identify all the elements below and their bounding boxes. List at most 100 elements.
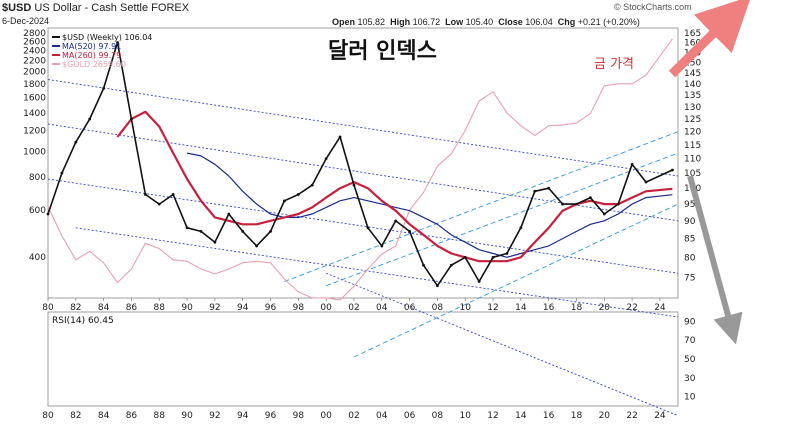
rsi-y-tick-label: 10 (684, 393, 696, 403)
y-left-tick-label: 2400 (23, 47, 46, 57)
low-label: Low (445, 17, 464, 27)
rsi-x-tick-label: 08 (432, 411, 444, 421)
symbol-name: US Dollar - Cash Settle FOREX (34, 2, 190, 14)
gold-annotation: 금 가격 (594, 57, 635, 72)
y-right-tick-label: 75 (684, 273, 695, 283)
y-left-tick-label: 2200 (23, 57, 46, 67)
usd-point (505, 252, 509, 255)
usd-point (338, 135, 342, 139)
usd-point (213, 240, 217, 244)
rsi-x-tick-label: 80 (42, 411, 54, 421)
rsi-x-tick-label: 12 (487, 411, 498, 421)
y-right-tick-label: 165 (684, 29, 701, 39)
usd-point (547, 186, 551, 190)
x-tick-label: 20 (599, 303, 611, 313)
y-left-tick-label: 1200 (23, 126, 46, 136)
y-left-tick-label: 600 (29, 206, 46, 216)
y-left-tick-label: 400 (29, 253, 46, 263)
usd-point (408, 229, 411, 233)
rsi-x-tick-label: 14 (515, 411, 527, 421)
usd-point (575, 202, 578, 206)
y-right-tick-label: 160 (684, 39, 701, 49)
rsi-x-tick-label: 02 (348, 411, 359, 421)
x-tick-label: 22 (626, 303, 637, 313)
symbol-header: $USD US Dollar - Cash Settle FOREX (2, 2, 189, 14)
usd-point (630, 162, 634, 166)
rsi-x-tick-label: 10 (459, 411, 471, 421)
usd-point (88, 117, 92, 121)
x-tick-label: 82 (70, 303, 81, 313)
y-left-tick-label: 1600 (23, 93, 46, 103)
usd-point (296, 193, 300, 196)
usd-point (199, 229, 203, 233)
down-arrow (687, 175, 743, 345)
usd-point (463, 255, 467, 259)
x-tick-label: 14 (515, 303, 527, 313)
rsi-x-tick-label: 06 (404, 411, 416, 421)
usd-point (310, 183, 314, 187)
channel-line (325, 272, 679, 417)
rsi-x-tick-label: 94 (237, 411, 249, 421)
x-tick-label: 98 (293, 303, 305, 313)
x-tick-label: 04 (376, 303, 388, 313)
usd-point (157, 202, 161, 206)
usd-point (255, 244, 259, 248)
ohlc-readout: Open 105.82 High 106.72 Low 105.40 Close… (332, 17, 640, 27)
y-right-tick-label: 95 (684, 200, 695, 210)
y-right-tick-label: 140 (684, 80, 701, 90)
high-label: High (390, 17, 411, 27)
x-tick-label: 16 (543, 303, 555, 313)
usd-point (422, 263, 425, 267)
rsi-x-tick-label: 22 (626, 411, 637, 421)
rsi-y-tick-label: 30 (684, 374, 696, 384)
usd-point (671, 168, 674, 172)
rsi-x-tick-label: 20 (599, 411, 611, 421)
y-left-tick-label: 2600 (23, 38, 46, 48)
usd-point (227, 212, 231, 216)
x-tick-label: 92 (209, 303, 220, 313)
rsi-y-tick-label: 50 (684, 355, 696, 365)
x-tick-label: 00 (320, 303, 332, 313)
rsi-x-tick-label: 18 (571, 411, 583, 421)
chg-value: +0.21 (+0.20%) (577, 17, 640, 27)
close-value: 106.04 (525, 17, 553, 27)
usd-point (143, 193, 147, 196)
usd-point (477, 280, 481, 283)
usd-point (46, 212, 50, 216)
channel-line (325, 152, 679, 287)
rsi-x-tick-label: 86 (126, 411, 138, 421)
ma260-series-line (116, 110, 673, 263)
low-value: 105.40 (465, 17, 494, 27)
rsi-x-tick-label: 16 (543, 411, 555, 421)
usd-point (366, 226, 370, 230)
rsi-x-tick-label: 82 (70, 411, 81, 421)
rsi-x-tick-label: 98 (293, 411, 305, 421)
x-tick-label: 86 (126, 303, 138, 313)
open-label: Open (332, 17, 356, 27)
usd-point (380, 244, 384, 248)
y-right-tick-label: 115 (684, 141, 701, 151)
usd-point (102, 86, 106, 90)
rsi-x-tick-label: 04 (376, 411, 388, 421)
usd-point (116, 41, 119, 44)
rsi-title: RSI(14) 60.45 (52, 316, 114, 326)
x-tick-label: 90 (181, 303, 193, 313)
rsi-x-tick-label: 24 (654, 411, 666, 421)
usd-point (60, 171, 64, 175)
rsi-x-tick-label: 88 (154, 411, 166, 421)
y-right-tick-label: 135 (684, 91, 701, 101)
usd-point (602, 212, 606, 216)
rsi-x-tick-label: 96 (265, 411, 277, 421)
open-value: 105.82 (357, 17, 386, 27)
x-tick-label: 88 (154, 303, 166, 313)
usd-point (533, 189, 537, 193)
up-arrow (668, 0, 752, 78)
high-value: 106.72 (412, 17, 441, 27)
y-left-tick-label: 1800 (23, 80, 46, 90)
usd-point (394, 219, 398, 223)
symbol: $USD (2, 2, 32, 14)
channel-line (284, 131, 679, 282)
x-tick-label: 12 (487, 303, 498, 313)
y-right-tick-label: 110 (684, 155, 701, 165)
